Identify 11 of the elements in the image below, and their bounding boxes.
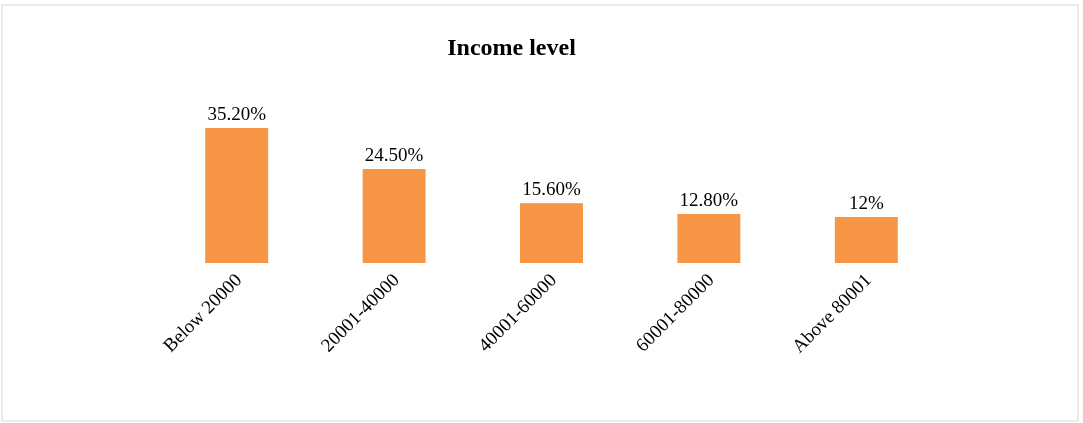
data-label: 35.20%	[207, 103, 267, 124]
chart-title: Income level	[447, 34, 577, 60]
bar	[677, 213, 741, 263]
bar	[205, 128, 269, 263]
bar	[834, 216, 898, 263]
data-label: 15.60%	[522, 178, 581, 200]
data-label: 12%	[848, 191, 884, 213]
bar	[520, 203, 583, 263]
bar	[362, 169, 426, 263]
data-label: 24.50%	[364, 144, 424, 166]
data-label: 12.80%	[679, 188, 739, 210]
